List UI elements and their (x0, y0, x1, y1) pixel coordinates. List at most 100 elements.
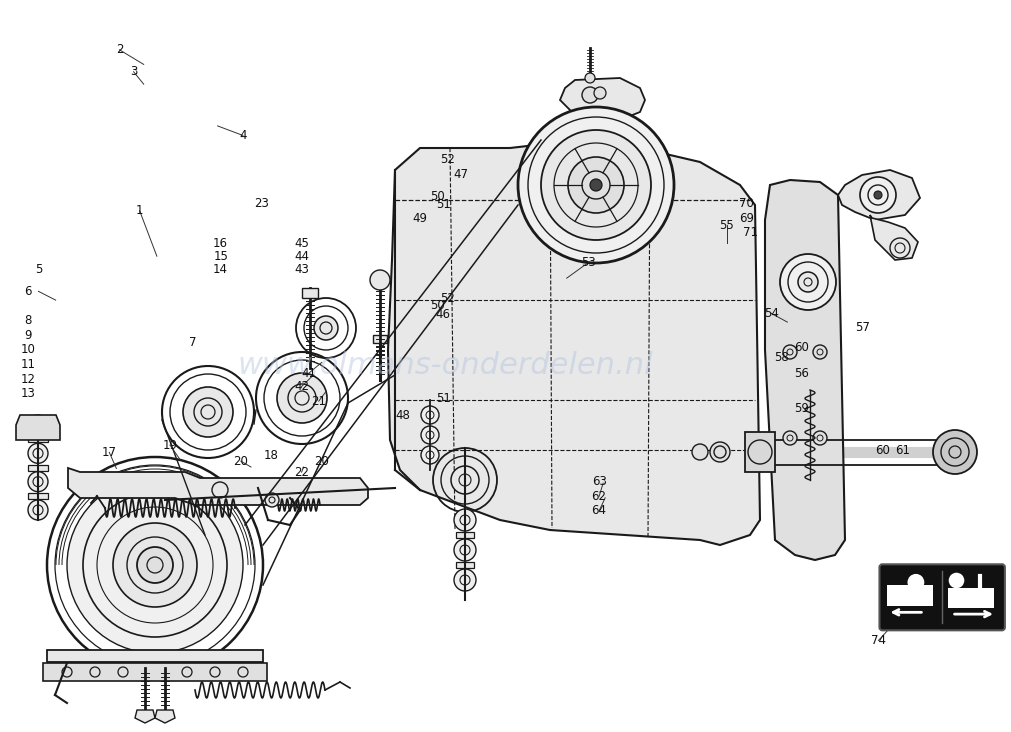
Text: 8: 8 (24, 314, 32, 327)
Text: 50: 50 (430, 299, 444, 313)
Text: 7: 7 (188, 336, 196, 349)
Circle shape (581, 87, 598, 103)
Circle shape (889, 238, 909, 258)
Bar (42, 663, 267, 681)
Text: 60: 60 (794, 341, 808, 354)
Bar (47, 650, 263, 662)
Text: 6: 6 (24, 285, 32, 298)
Circle shape (584, 73, 594, 83)
Circle shape (454, 509, 475, 531)
Polygon shape (155, 710, 175, 723)
Circle shape (783, 345, 797, 359)
Circle shape (313, 316, 338, 340)
Text: 4: 4 (239, 129, 247, 142)
Text: 51: 51 (436, 198, 450, 212)
Text: 10: 10 (21, 343, 35, 356)
Text: 18: 18 (264, 449, 278, 462)
Circle shape (692, 444, 708, 460)
Circle shape (67, 477, 243, 653)
Circle shape (421, 426, 439, 444)
Text: 50: 50 (430, 190, 444, 203)
Text: 58: 58 (773, 351, 788, 364)
Text: 19: 19 (163, 438, 177, 452)
Circle shape (454, 539, 475, 561)
Circle shape (265, 493, 279, 507)
Text: 9: 9 (24, 329, 32, 342)
Circle shape (798, 272, 817, 292)
Text: 44: 44 (294, 250, 308, 263)
Polygon shape (134, 710, 155, 723)
Bar (744, 432, 774, 472)
Text: 59: 59 (794, 402, 808, 415)
Circle shape (28, 471, 48, 492)
Circle shape (518, 107, 673, 263)
Polygon shape (869, 215, 917, 260)
Circle shape (907, 574, 923, 591)
Circle shape (454, 569, 475, 591)
Circle shape (714, 446, 725, 458)
Circle shape (370, 270, 389, 290)
Bar (301, 288, 317, 298)
Circle shape (28, 415, 48, 435)
Text: 14: 14 (213, 263, 227, 276)
Circle shape (874, 191, 882, 199)
Bar (47, 662, 263, 668)
Text: 63: 63 (591, 475, 606, 488)
Text: 22: 22 (294, 466, 308, 479)
Text: 3: 3 (129, 65, 137, 78)
Text: 1: 1 (135, 204, 144, 217)
Text: 57: 57 (854, 321, 868, 335)
Circle shape (541, 130, 650, 240)
Circle shape (589, 179, 602, 191)
Bar (456, 532, 473, 538)
Text: 21: 21 (311, 395, 326, 408)
Text: 13: 13 (21, 387, 35, 400)
Circle shape (451, 466, 478, 494)
Text: 60: 60 (875, 444, 889, 457)
Text: 23: 23 (254, 197, 268, 210)
Text: 11: 11 (21, 358, 35, 371)
Text: 71: 71 (743, 226, 757, 239)
Text: 74: 74 (870, 634, 885, 647)
Circle shape (183, 387, 233, 437)
Text: 52: 52 (440, 292, 454, 305)
Circle shape (812, 345, 826, 359)
Circle shape (277, 373, 327, 423)
Text: 2: 2 (115, 43, 123, 56)
Text: 51: 51 (436, 392, 450, 406)
Text: 69: 69 (739, 212, 753, 225)
Text: 48: 48 (395, 409, 409, 422)
Bar (947, 589, 993, 608)
Circle shape (932, 430, 976, 474)
Text: 20: 20 (314, 455, 329, 468)
Bar (28, 465, 48, 471)
Circle shape (812, 431, 826, 445)
Text: www.olmans-onderdelen.nl: www.olmans-onderdelen.nl (238, 351, 652, 381)
Text: 62: 62 (591, 490, 606, 503)
Text: 41: 41 (301, 367, 315, 380)
Bar (887, 586, 932, 606)
Text: 16: 16 (213, 236, 227, 250)
Text: 70: 70 (739, 197, 753, 210)
Text: 55: 55 (719, 219, 733, 232)
Text: 49: 49 (412, 212, 427, 225)
Polygon shape (387, 140, 759, 545)
Text: 15: 15 (213, 250, 227, 263)
Circle shape (859, 177, 895, 213)
Bar (373, 335, 386, 343)
Text: 17: 17 (102, 446, 116, 459)
Text: 5: 5 (34, 263, 42, 276)
Text: 20: 20 (234, 455, 248, 468)
Bar (28, 436, 48, 442)
Polygon shape (764, 180, 844, 560)
Text: 45: 45 (294, 236, 308, 250)
Text: 46: 46 (436, 308, 450, 321)
Text: 43: 43 (294, 263, 308, 276)
Circle shape (710, 442, 729, 462)
Text: 47: 47 (453, 168, 467, 181)
Circle shape (28, 500, 48, 520)
Text: 12: 12 (21, 373, 35, 386)
Text: 53: 53 (581, 255, 595, 269)
Circle shape (593, 87, 606, 99)
Bar (456, 562, 473, 568)
